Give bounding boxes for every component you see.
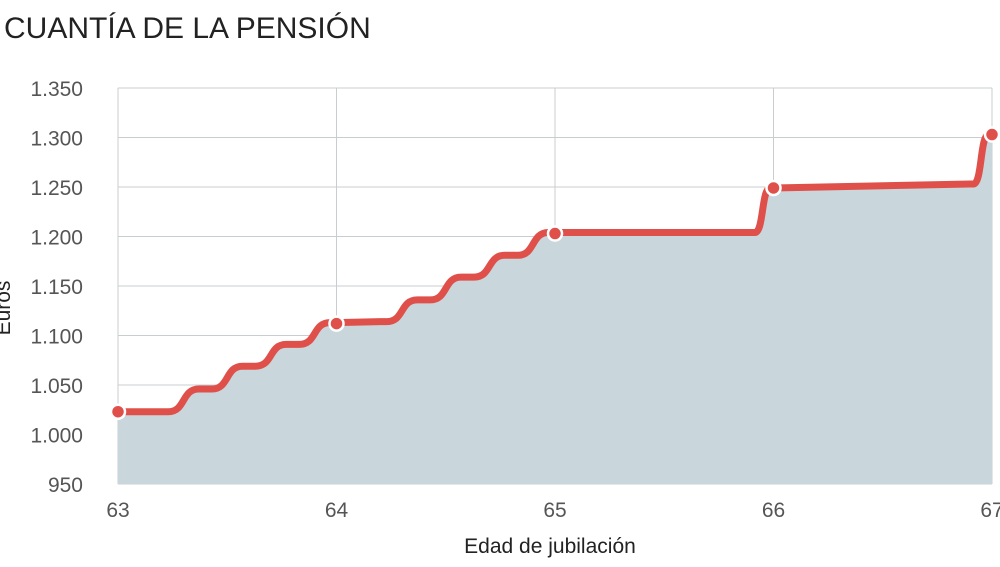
y-tick-label: 1.250 [30, 177, 83, 200]
x-tick-label: 67 [980, 499, 1000, 522]
y-tick-label: 1.100 [30, 326, 83, 349]
x-tick-label: 66 [762, 499, 785, 522]
y-tick-label: 1.300 [30, 128, 83, 151]
y-tick-label: 1.000 [30, 425, 83, 448]
data-point-marker [109, 403, 127, 420]
y-tick-labels: 950 1.000 1.050 1.100 1.150 1.200 1.250 1.300 1.… [30, 78, 83, 497]
x-axis-label: Edad de jubilación [464, 535, 636, 558]
y-tick-label: 1.350 [30, 78, 83, 101]
x-tick-labels: 63 64 65 66 67 [106, 499, 1000, 522]
series-area-fill [118, 134, 992, 484]
data-point-marker [328, 315, 345, 332]
x-tick-label: 64 [325, 499, 349, 522]
data-point-marker [983, 126, 1000, 143]
markers [109, 126, 1000, 420]
y-tick-label: 1.150 [30, 276, 83, 299]
series-line [114, 131, 996, 416]
chart-title: CUANTÍA DE LA PENSIÓN [4, 12, 371, 45]
y-tick-label: 1.200 [30, 227, 83, 250]
data-point-marker [546, 225, 564, 242]
x-tick-label: 63 [106, 499, 129, 522]
y-tick-label: 950 [48, 474, 83, 497]
y-axis-label: Euros [0, 281, 15, 336]
y-tick-label: 1.050 [30, 375, 83, 398]
data-point-marker [765, 179, 782, 197]
x-tick-label: 65 [543, 499, 566, 522]
